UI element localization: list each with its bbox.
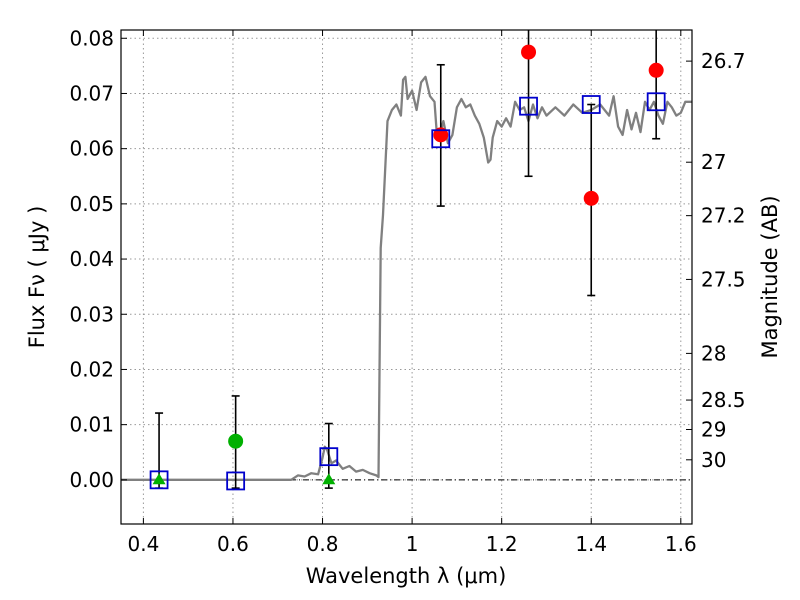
model-band-square [319,447,339,467]
mag-tick-label: 28 [701,341,726,365]
y-tick-label: 0.07 [69,81,114,105]
y-tick-label: 0.01 [69,413,114,437]
y-tick-label: 0.06 [69,137,114,161]
mag-tick-label: 27.5 [701,267,746,291]
mag-tick-label: 27.2 [701,204,746,228]
model-band-square [431,129,451,149]
observed-point [583,190,599,206]
x-tick-label: 1.4 [575,532,607,556]
model-band-square [646,92,666,112]
mag-tick-label: 26.7 [701,49,746,73]
mag-tick-label: 29 [701,418,726,442]
y-tick-label: 0.08 [69,26,114,50]
mag-tick-label: 28.5 [701,388,746,412]
marker-layer [149,44,666,491]
observed-point [521,44,537,60]
y-tick-label: 0.02 [69,357,114,381]
x-axis-label: Wavelength λ (μm) [306,564,507,588]
mag-tick-label: 30 [701,448,726,472]
model-band-square [581,95,601,114]
model-band-square [149,470,169,490]
green-point [228,433,244,449]
x-tick-label: 1.2 [486,532,518,556]
x-tick-label: 1 [406,532,419,556]
y-tick-label: 0.05 [69,192,114,216]
upper-limit-triangle [152,473,166,485]
observed-point [648,62,664,78]
y-axis-label: Flux Fν ( μJy ) [25,206,49,349]
x-tick-label: 1.6 [665,532,697,556]
upper-limit-triangle [322,473,336,485]
mag-tick-label: 27 [701,150,726,174]
x-tick-label: 0.6 [217,532,249,556]
model-band-square [519,96,538,116]
x-tick-label: 0.4 [127,532,159,556]
y-tick-label: 0.00 [69,468,114,492]
model-sed-layer [121,75,692,481]
tick-layer: 0.4 0.6 0.8 1 1.2 1.4 1.6 0.00 0.01 0.02 0.03 0.04 0… [69,26,745,556]
model-band-square [226,471,246,491]
y-tick-label: 0.04 [69,247,114,271]
model-sed-line [121,75,692,481]
x-tick-label: 0.8 [307,532,339,556]
y-tick-label: 0.03 [69,302,114,326]
right-axis-label: Magnitude (AB) [758,195,782,358]
plot-frame [120,29,693,525]
